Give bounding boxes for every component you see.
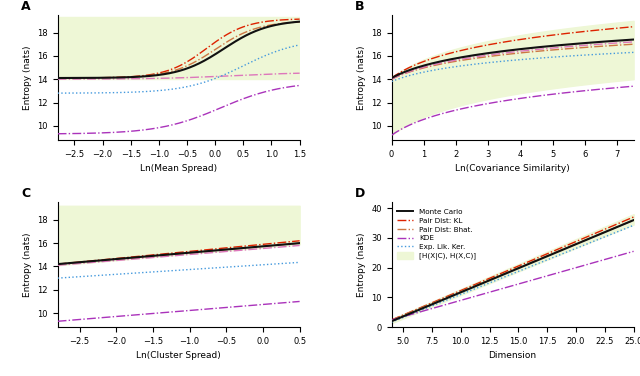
X-axis label: Ln(Cluster Spread): Ln(Cluster Spread) (136, 352, 221, 361)
Legend: Monte Carlo, Pair Dist: KL, Pair Dist: Bhat., KDE, Exp. Lik. Ker., [H(X|C), H(X,: Monte Carlo, Pair Dist: KL, Pair Dist: B… (395, 206, 478, 262)
Text: B: B (355, 0, 365, 13)
Text: A: A (21, 0, 31, 13)
X-axis label: Ln(Mean Spread): Ln(Mean Spread) (140, 164, 217, 173)
Y-axis label: Entropy (nats): Entropy (nats) (22, 232, 32, 297)
Bar (58, 17, 300, 79)
X-axis label: Ln(Covariance Similarity): Ln(Covariance Similarity) (455, 164, 570, 173)
Text: D: D (355, 187, 365, 200)
Y-axis label: Entropy (nats): Entropy (nats) (22, 45, 32, 110)
Y-axis label: Entropy (nats): Entropy (nats) (356, 45, 365, 110)
Text: C: C (21, 187, 31, 200)
Y-axis label: Entropy (nats): Entropy (nats) (356, 232, 365, 297)
X-axis label: Dimension: Dimension (488, 352, 537, 361)
